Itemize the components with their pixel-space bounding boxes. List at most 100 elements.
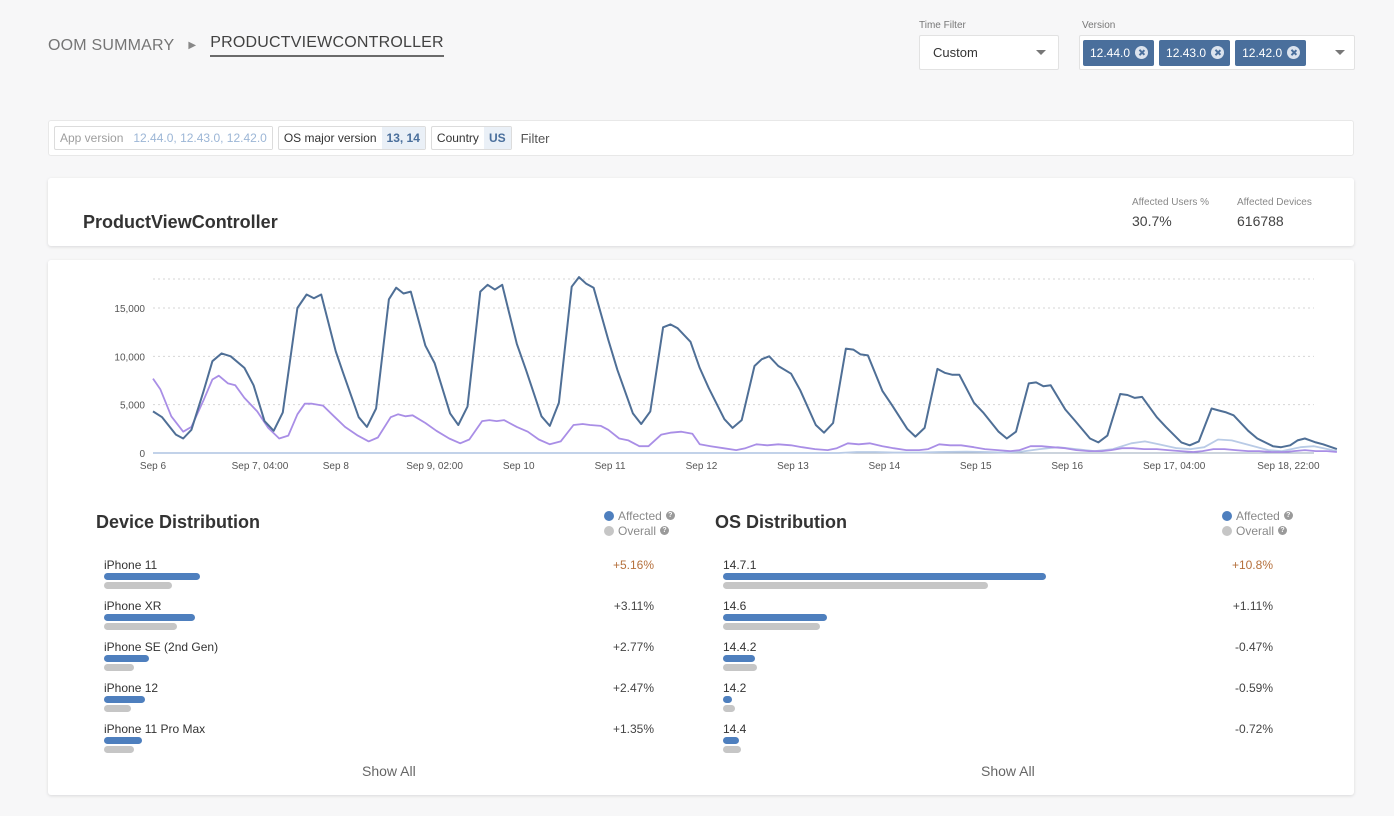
device-distribution-title: Device Distribution: [96, 512, 261, 532]
legend-affected: Affected: [1236, 508, 1280, 523]
affected-bar: [104, 655, 149, 662]
x-tick-label: Sep 9, 02:00: [406, 461, 463, 472]
page-title: ProductViewController: [83, 212, 278, 232]
distribution-delta: +1.35%: [612, 722, 654, 736]
distribution-label: 14.4.2: [723, 640, 757, 654]
remove-chip-icon[interactable]: [1135, 46, 1149, 59]
filter-input[interactable]: Filter: [520, 130, 550, 146]
legend-overall: Overall: [1236, 523, 1275, 538]
series-line: [152, 374, 1337, 453]
device-legend: Affected? Overall?: [604, 508, 675, 538]
series-line: [153, 438, 1338, 454]
x-tick-label: Sep 8: [323, 461, 350, 472]
remove-chip-icon[interactable]: [1287, 46, 1301, 59]
filter-tag-key: App version: [60, 131, 124, 145]
y-tick-label: 0: [139, 449, 145, 460]
distribution-label: 14.7.1: [723, 558, 757, 572]
time-filter-select[interactable]: Custom: [919, 35, 1059, 70]
x-tick-label: Sep 6: [140, 461, 167, 472]
affected-dot-icon: [604, 510, 614, 521]
version-chip: 12.43.0: [1159, 39, 1231, 66]
distribution-delta: +2.77%: [612, 640, 654, 654]
os-distribution-title: OS Distribution: [715, 512, 847, 532]
main-card: 0 5,000 10,000 15,000 Sep 6 Sep 7, 04:00 Sep 8…: [48, 260, 1354, 795]
version-chip-label: 12.44.0: [1090, 45, 1131, 60]
x-tick-label: Sep 16: [1051, 461, 1083, 472]
top-bar: OOM SUMMARY ▶ PRODUCTVIEWCONTROLLER Time…: [0, 0, 1394, 100]
filter-tag-value: 12.44.0, 12.43.0, 12.42.0: [128, 127, 272, 149]
version-chip: 12.42.0: [1235, 39, 1307, 66]
legend-affected: Affected: [618, 508, 662, 523]
distribution-delta: +1.11%: [1232, 599, 1273, 613]
affected-bar: [723, 573, 1046, 580]
x-tick-label: Sep 14: [868, 461, 900, 472]
filter-bar: App version 12.44.0, 12.43.0, 12.42.0 OS…: [48, 120, 1354, 156]
breadcrumb-root-link[interactable]: OOM SUMMARY: [48, 36, 175, 54]
oom-trend-chart: 0 5,000 10,000 15,000 Sep 6 Sep 7, 04:00 Sep 8…: [114, 276, 1338, 472]
distribution-delta: -0.72%: [1234, 722, 1273, 736]
caret-down-icon: [1036, 50, 1046, 55]
distribution-label: 14.6: [723, 599, 747, 613]
x-tick-label: Sep 10: [503, 461, 535, 472]
y-tick-label: 15,000: [114, 304, 145, 315]
remove-chip-icon[interactable]: [1211, 46, 1225, 59]
distribution-label: iPhone 12: [104, 681, 159, 695]
os-show-all-link[interactable]: Show All: [981, 763, 1035, 779]
version-multiselect[interactable]: 12.44.0 12.43.0 12.42.0: [1079, 35, 1355, 70]
version-chip: 12.44.0: [1083, 39, 1155, 66]
filter-tag-os-major-version[interactable]: OS major version 13, 14: [277, 126, 426, 150]
version-chip-label: 12.43.0: [1166, 45, 1207, 60]
overall-bar: [723, 746, 742, 753]
filter-tag-country[interactable]: Country US: [430, 126, 512, 150]
distribution-label: 14.4: [723, 722, 747, 736]
affected-bar: [104, 696, 145, 703]
filter-tag-app-version[interactable]: App version 12.44.0, 12.43.0, 12.42.0: [54, 126, 273, 150]
affected-bar: [723, 696, 733, 703]
filter-tag-value: US: [483, 127, 511, 149]
overall-dot-icon: [604, 525, 614, 536]
affected-bar: [723, 737, 740, 744]
distribution-label: iPhone SE (2nd Gen): [104, 640, 219, 654]
affected-bar: [104, 614, 195, 621]
help-icon[interactable]: ?: [1283, 511, 1293, 520]
overall-bar: [723, 623, 820, 630]
distribution-label: iPhone 11: [104, 558, 158, 572]
affected-bar: [723, 614, 827, 621]
y-tick-label: 5,000: [120, 401, 145, 412]
version-chip-label: 12.42.0: [1242, 45, 1283, 60]
x-tick-label: Sep 13: [777, 461, 809, 472]
help-icon[interactable]: ?: [660, 526, 670, 535]
distribution-label: iPhone 11 Pro Max: [104, 722, 206, 736]
affected-devices-value: 616788: [1237, 213, 1284, 229]
caret-down-icon[interactable]: [1335, 50, 1345, 55]
distribution-delta: -0.59%: [1234, 681, 1273, 695]
affected-dot-icon: [1222, 510, 1232, 521]
filter-tag-value: 13, 14: [381, 127, 425, 149]
distribution-delta: +5.16%: [612, 558, 654, 572]
distribution-delta: -0.47%: [1234, 640, 1273, 654]
x-tick-label: Sep 7, 04:00: [232, 461, 289, 472]
x-tick-label: Sep 12: [686, 461, 718, 472]
breadcrumb: OOM SUMMARY ▶ PRODUCTVIEWCONTROLLER: [48, 34, 444, 57]
overall-bar: [104, 664, 134, 671]
overall-bar: [723, 705, 735, 712]
time-filter-value: Custom: [933, 45, 978, 60]
overall-bar: [723, 582, 989, 589]
help-icon[interactable]: ?: [665, 511, 675, 520]
distribution-delta: +3.11%: [613, 599, 654, 613]
affected-users-label: Affected Users %: [1132, 197, 1210, 208]
chevron-right-icon: ▶: [188, 40, 197, 51]
distribution-delta: +10.8%: [1231, 558, 1273, 572]
distribution-label: iPhone XR: [104, 599, 162, 613]
overall-bar: [104, 623, 177, 630]
overall-bar: [104, 582, 172, 589]
y-tick-label: 10,000: [114, 352, 145, 363]
device-show-all-link[interactable]: Show All: [362, 763, 416, 779]
help-icon[interactable]: ?: [1278, 526, 1288, 535]
distribution-label: 14.2: [723, 681, 747, 695]
affected-bar: [723, 655, 756, 662]
x-tick-label: Sep 17, 04:00: [1143, 461, 1206, 472]
version-filter-label: Version: [1082, 20, 1116, 31]
filter-tag-key: Country: [436, 131, 479, 145]
summary-card: ProductViewController Affected Users % 3…: [48, 178, 1354, 246]
